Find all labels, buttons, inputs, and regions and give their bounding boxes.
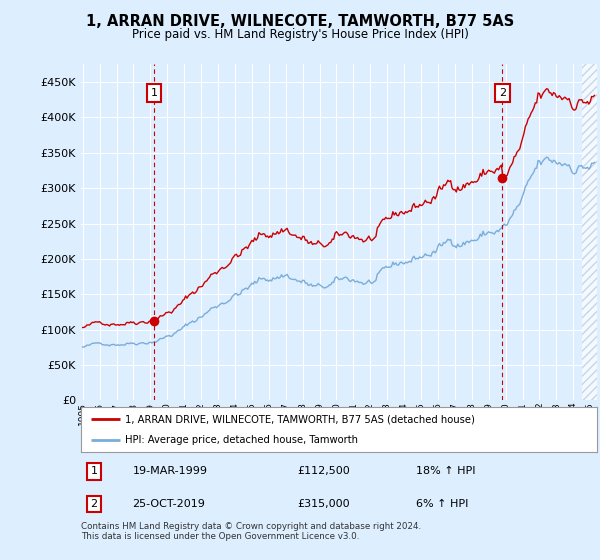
Text: 18% ↑ HPI: 18% ↑ HPI — [416, 466, 476, 477]
Text: 1: 1 — [151, 88, 157, 97]
Bar — [582, 64, 597, 400]
Text: 25-OCT-2019: 25-OCT-2019 — [133, 499, 205, 509]
Text: 19-MAR-1999: 19-MAR-1999 — [133, 466, 208, 477]
Text: Contains HM Land Registry data © Crown copyright and database right 2024.
This d: Contains HM Land Registry data © Crown c… — [81, 522, 421, 542]
Text: 1: 1 — [91, 466, 97, 477]
Text: 2: 2 — [499, 88, 506, 97]
Text: Price paid vs. HM Land Registry's House Price Index (HPI): Price paid vs. HM Land Registry's House … — [131, 28, 469, 41]
Text: 1, ARRAN DRIVE, WILNECOTE, TAMWORTH, B77 5AS (detached house): 1, ARRAN DRIVE, WILNECOTE, TAMWORTH, B77… — [125, 414, 475, 424]
Text: 6% ↑ HPI: 6% ↑ HPI — [416, 499, 469, 509]
Bar — [582, 64, 597, 400]
Text: 2: 2 — [91, 499, 97, 509]
Text: 1, ARRAN DRIVE, WILNECOTE, TAMWORTH, B77 5AS: 1, ARRAN DRIVE, WILNECOTE, TAMWORTH, B77… — [86, 14, 514, 29]
Text: £112,500: £112,500 — [298, 466, 350, 477]
Text: HPI: Average price, detached house, Tamworth: HPI: Average price, detached house, Tamw… — [125, 435, 358, 445]
Text: £315,000: £315,000 — [298, 499, 350, 509]
